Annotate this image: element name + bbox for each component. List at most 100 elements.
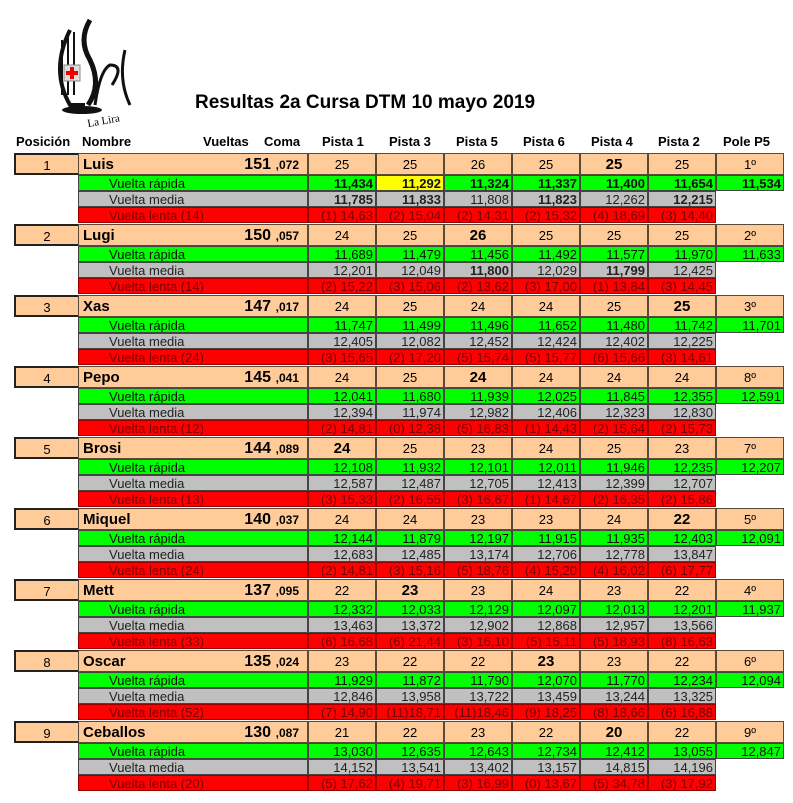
total-laps: 147 — [244, 298, 271, 315]
fast-lap-cell: 11,337 — [512, 175, 580, 191]
avg-lap-cell: 12,982 — [444, 404, 512, 420]
driver-summary-row: 2 Lugi 150,057 24 25 26 25 25 25 2º — [0, 224, 793, 246]
slow-lap-row: Vuelta lenta (14) (1) 14,63 (2) 15,04 (2) 1… — [0, 207, 793, 223]
driver-name: Lugi — [83, 227, 115, 244]
track-laps-cell: 24 — [512, 437, 580, 459]
coma-value: ,024 — [275, 655, 299, 669]
driver-summary-row: 5 Brosi 144,089 24 25 23 24 25 23 7º — [0, 437, 793, 459]
header-track: Pista 6 — [523, 134, 565, 149]
track-laps-cell: 25 — [580, 437, 648, 459]
driver-block: 4 Pepo 145,041 24 25 24 24 24 24 8º Vuelta rápida 1… — [0, 366, 793, 437]
fast-lap-cell: 12,635 — [376, 743, 444, 759]
avg-lap-cell: 12,683 — [308, 546, 376, 562]
slow-lap-row: Vuelta lenta (24) (2) 14,81 (3) 15,16 (5) 1… — [0, 562, 793, 578]
avg-lap-cell: 13,958 — [376, 688, 444, 704]
fast-lap-cell: 11,654 — [648, 175, 716, 191]
track-laps-cell: 23 — [444, 579, 512, 601]
fast-lap-cell: 12,235 — [648, 459, 716, 475]
slow-lap-cell: (5) 15,74 — [444, 349, 512, 365]
avg-lap-cell: 12,399 — [580, 475, 648, 491]
fast-lap-cell: 11,456 — [444, 246, 512, 262]
slow-lap-cell: (3) 17,00 — [512, 278, 580, 294]
avg-lap-cell: 12,201 — [308, 262, 376, 278]
fast-lap-cell: 11,292 — [376, 175, 444, 191]
total-laps: 137 — [244, 582, 271, 599]
fast-lap-cell: 11,747 — [308, 317, 376, 333]
track-laps-cell: 24 — [308, 295, 376, 317]
avg-lap-cell: 12,262 — [580, 191, 648, 207]
track-laps-cell: 25 — [580, 224, 648, 246]
avg-lap-cell: 14,815 — [580, 759, 648, 775]
row-label: Vuelta media — [78, 617, 308, 633]
slow-lap-cell: (9) 18,25 — [512, 704, 580, 720]
slow-lap-cell: (3) 15,06 — [376, 278, 444, 294]
driver-name: Brosi — [83, 440, 122, 457]
avg-lap-cell: 11,823 — [512, 191, 580, 207]
slow-lap-cell: (8) 18,66 — [580, 704, 648, 720]
fast-lap-cell: 11,492 — [512, 246, 580, 262]
column-headers: Posición Nombre Vueltas Coma Pista 1 Pis… — [0, 134, 793, 152]
total-laps: 130 — [244, 724, 271, 741]
fast-lap-row: Vuelta rápida 12,144 11,879 12,197 11,915 11,… — [0, 530, 793, 546]
avg-lap-cell: 11,833 — [376, 191, 444, 207]
slow-lap-cell: (3) 15,65 — [308, 349, 376, 365]
row-label: Vuelta lenta (24) — [78, 562, 308, 578]
slow-lap-cell: (3) 17,92 — [648, 775, 716, 791]
row-label: Vuelta media — [78, 688, 308, 704]
row-label: Vuelta rápida — [78, 459, 308, 475]
track-laps-cell: 23 — [444, 437, 512, 459]
avg-lap-cell: 12,225 — [648, 333, 716, 349]
slow-lap-cell: (2) 16,55 — [376, 491, 444, 507]
slow-lap-cell: (4) 18,69 — [580, 207, 648, 223]
position-cell: 4 — [14, 366, 79, 388]
average-lap-row: Vuelta media 13,463 13,372 12,902 12,868 12,9… — [0, 617, 793, 633]
avg-lap-cell: 12,452 — [444, 333, 512, 349]
avg-lap-cell: 12,049 — [376, 262, 444, 278]
slow-lap-cell: (11)18,71 — [376, 704, 444, 720]
track-laps-cell: 25 — [308, 153, 376, 175]
row-label: Vuelta media — [78, 759, 308, 775]
driver-name: Oscar — [83, 653, 126, 670]
position-cell: 9 — [14, 721, 79, 743]
fast-lap-cell: 11,970 — [648, 246, 716, 262]
avg-lap-cell: 12,846 — [308, 688, 376, 704]
position-cell: 7 — [14, 579, 79, 601]
name-cell: Lugi 150 ,057 — [78, 224, 308, 246]
slow-lap-row: Vuelta lenta (14) (2) 15,22 (3) 15,06 (2) 1… — [0, 278, 793, 294]
slow-lap-row: Vuelta lenta (52) (7) 14,90 (11)18,71 (11)1… — [0, 704, 793, 720]
coma-value: ,041 — [275, 371, 299, 385]
track-laps-cell: 24 — [512, 579, 580, 601]
fast-lap-cell: 12,643 — [444, 743, 512, 759]
avg-lap-cell: 11,974 — [376, 404, 444, 420]
track-laps-cell: 25 — [512, 224, 580, 246]
header-name: Nombre — [82, 134, 132, 149]
avg-lap-cell: 12,587 — [308, 475, 376, 491]
avg-lap-cell: 13,566 — [648, 617, 716, 633]
pole-cell: 9º — [716, 721, 784, 743]
pole-fast-lap-cell: 12,094 — [716, 672, 784, 688]
coma-value: ,072 — [275, 158, 299, 172]
name-cell: Brosi 144 ,089 — [78, 437, 308, 459]
avg-lap-cell: 12,394 — [308, 404, 376, 420]
fast-lap-row: Vuelta rápida 11,434 11,292 11,324 11,337 11,… — [0, 175, 793, 191]
slow-lap-cell: (5) 17,62 — [308, 775, 376, 791]
row-label: Vuelta rápida — [78, 672, 308, 688]
avg-lap-cell: 12,402 — [580, 333, 648, 349]
avg-lap-cell: 11,799 — [580, 262, 648, 278]
track-laps-cell: 24 — [444, 366, 512, 388]
track-laps-cell: 25 — [580, 295, 648, 317]
avg-lap-cell: 13,459 — [512, 688, 580, 704]
name-cell: Mett 137 ,095 — [78, 579, 308, 601]
avg-lap-cell: 12,215 — [648, 191, 716, 207]
row-label: Vuelta lenta (20) — [78, 775, 308, 791]
coma-value: ,087 — [275, 726, 299, 740]
driver-name: Ceballos — [83, 724, 146, 741]
pole-cell: 2º — [716, 224, 784, 246]
slow-lap-cell: (2) 16,35 — [580, 491, 648, 507]
fast-lap-row: Vuelta rápida 11,747 11,499 11,496 11,652 11,… — [0, 317, 793, 333]
avg-lap-cell: 11,808 — [444, 191, 512, 207]
track-laps-cell: 22 — [648, 579, 716, 601]
position-cell: 6 — [14, 508, 79, 530]
driver-summary-row: 9 Ceballos 130,087 21 22 23 22 20 22 9º — [0, 721, 793, 743]
track-laps-cell: 25 — [648, 153, 716, 175]
